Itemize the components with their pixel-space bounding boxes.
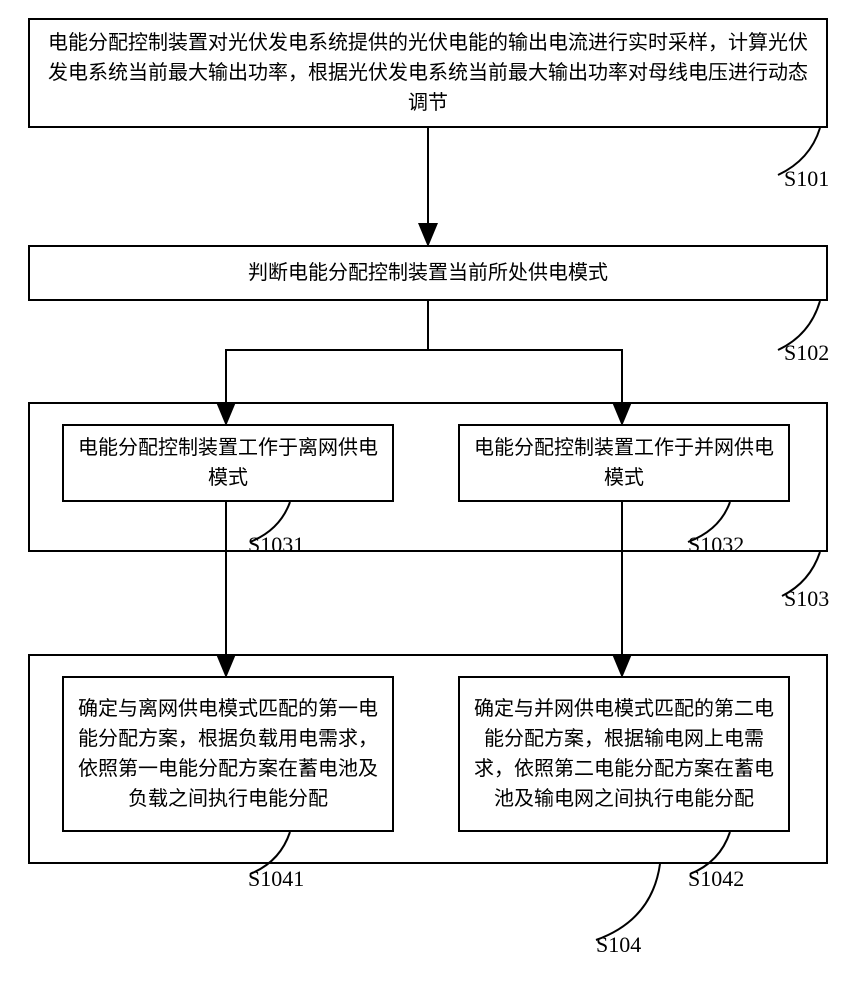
label-s103: S103 <box>784 586 829 612</box>
label-s104: S104 <box>596 932 641 958</box>
label-s1031: S1031 <box>248 532 304 558</box>
label-s102: S102 <box>784 340 829 366</box>
label-s1041: S1041 <box>248 866 304 892</box>
label-s1042: S1042 <box>688 866 744 892</box>
flowchart-edges <box>0 0 854 1000</box>
label-s101: S101 <box>784 166 829 192</box>
label-s1032: S1032 <box>688 532 744 558</box>
